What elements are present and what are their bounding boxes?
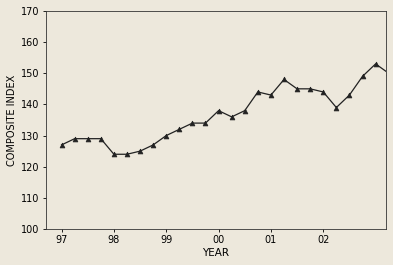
X-axis label: YEAR: YEAR xyxy=(202,248,230,258)
Y-axis label: COMPOSITE INDEX: COMPOSITE INDEX xyxy=(7,74,17,166)
